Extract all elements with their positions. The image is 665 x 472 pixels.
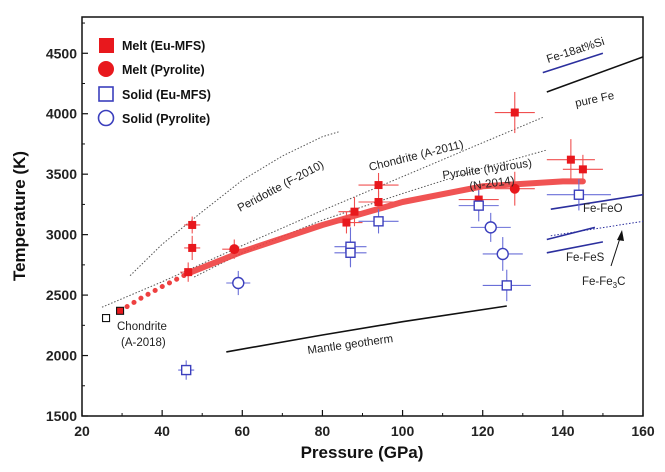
y-tick-label: 2500 — [46, 287, 77, 303]
legend: Melt (Eu-MFS) Melt (Pyrolite) Solid (Eu-… — [97, 38, 211, 127]
point-melt-eu-mfs — [510, 108, 519, 117]
annotation-mantle-geotherm: Mantle geotherm — [307, 333, 394, 357]
annotation-chondrite-2018-line2: (A-2018) — [121, 337, 166, 349]
point-solid-eu-mfs — [501, 280, 512, 291]
point-solid-pyrolite — [496, 247, 509, 261]
legend-marker-melt-pyrolite — [98, 61, 114, 77]
point-melt-eu-mfs — [188, 243, 197, 252]
point-solid-pyrolite — [484, 221, 497, 234]
point-melt-eu-mfs — [350, 207, 359, 216]
x-tick-label: 20 — [74, 423, 90, 439]
point-melt-eu-mfs — [566, 155, 575, 164]
point-solid-eu-mfs — [473, 200, 484, 211]
legend-marker-solid-pyrolite — [97, 109, 115, 127]
point-solid-pyrolite — [232, 276, 245, 290]
curve-fe-fe3c — [550, 220, 644, 237]
annotation-pyrolite-line2: (N-2014) — [469, 175, 516, 193]
annotation-peridotite: Peridotite (F-2010) — [236, 159, 326, 215]
y-tick-label: 4500 — [46, 45, 77, 61]
annotation-fe-feo: Fe-FeO — [583, 203, 623, 215]
curve-fe-18at-si — [542, 52, 604, 74]
point-melt-eu-mfs — [374, 197, 383, 206]
annotation-fe-fe3c: Fe-Fe3C — [582, 276, 625, 290]
point-solid-eu-mfs — [373, 216, 384, 227]
curve-pure-fe — [546, 56, 644, 93]
y-tick-label: 2000 — [46, 348, 77, 364]
fe-fe3c-subscript: 3 — [613, 281, 618, 290]
x-tick-label: 140 — [551, 423, 575, 439]
chondrite-2018-point-2 — [116, 306, 125, 315]
curve-chondrite-a-2011 — [101, 116, 543, 308]
point-melt-pyrolite — [229, 244, 240, 255]
x-tick-label: 160 — [631, 423, 655, 439]
legend-label-solid-pyrolite: Solid (Pyrolite) — [122, 112, 210, 126]
point-melt-eu-mfs — [374, 181, 383, 190]
annotation-chondrite-2018-line1: Chondrite — [117, 321, 167, 333]
curve-pyrolite-hydrous-n-2014 — [193, 149, 547, 278]
x-axis-label: Pressure (GPa) — [301, 443, 424, 462]
fe-fe3c-base: Fe-Fe — [582, 276, 613, 288]
fe-fe3c-arrowhead — [617, 230, 624, 241]
point-melt-eu-mfs — [342, 218, 351, 227]
chondrite-2018-point-1 — [101, 314, 111, 323]
error-bars — [178, 91, 611, 380]
x-tick-label: 120 — [471, 423, 495, 439]
melting-curve-solid — [185, 178, 586, 277]
curve-fe-feo — [550, 193, 644, 210]
y-axis-label: Temperature (K) — [10, 151, 29, 281]
y-tick-label: 4000 — [46, 106, 77, 122]
melting-curve-extrapolation — [117, 270, 191, 314]
legend-label-melt-pyrolite: Melt (Pyrolite) — [122, 63, 205, 77]
x-tick-label: 100 — [391, 423, 415, 439]
point-melt-eu-mfs — [474, 195, 483, 204]
point-melt-eu-mfs — [578, 165, 587, 174]
legend-label-melt-eu-mfs: Melt (Eu-MFS) — [122, 39, 205, 53]
curve-fe-fes-b — [546, 241, 604, 254]
point-solid-eu-mfs — [345, 247, 356, 258]
fe-fe3c-tail: C — [617, 276, 625, 288]
point-solid-eu-mfs — [180, 364, 192, 376]
point-solid-eu-mfs — [573, 189, 585, 200]
reference-curves — [101, 52, 644, 353]
legend-marker-melt-eu-mfs — [99, 38, 114, 53]
axis-ticks: 20 40 60 80 100 120 140 160 1500 2000 2500 3000 3500… — [46, 22, 655, 439]
curve-peridotite-f-2010 — [129, 131, 339, 277]
annotation-fe-fes: Fe-FeS — [566, 252, 605, 264]
annotation-pure-fe: pure Fe — [574, 90, 615, 110]
legend-marker-solid-eu-mfs — [98, 86, 114, 102]
legend-label-solid-eu-mfs: Solid (Eu-MFS) — [122, 88, 211, 102]
point-melt-eu-mfs — [184, 268, 193, 277]
y-tick-label: 1500 — [46, 408, 77, 424]
y-tick-label: 3500 — [46, 166, 77, 182]
point-melt-eu-mfs — [188, 220, 197, 229]
x-tick-label: 80 — [315, 423, 331, 439]
melting-curve — [117, 178, 586, 314]
y-tick-label: 3000 — [46, 227, 77, 243]
x-tick-label: 60 — [234, 423, 250, 439]
x-tick-label: 40 — [154, 423, 170, 439]
point-melt-pyrolite — [509, 183, 520, 194]
curve-mantle-geotherm — [226, 305, 507, 353]
data-markers — [101, 108, 587, 376]
curve-fe-fes — [546, 226, 596, 241]
